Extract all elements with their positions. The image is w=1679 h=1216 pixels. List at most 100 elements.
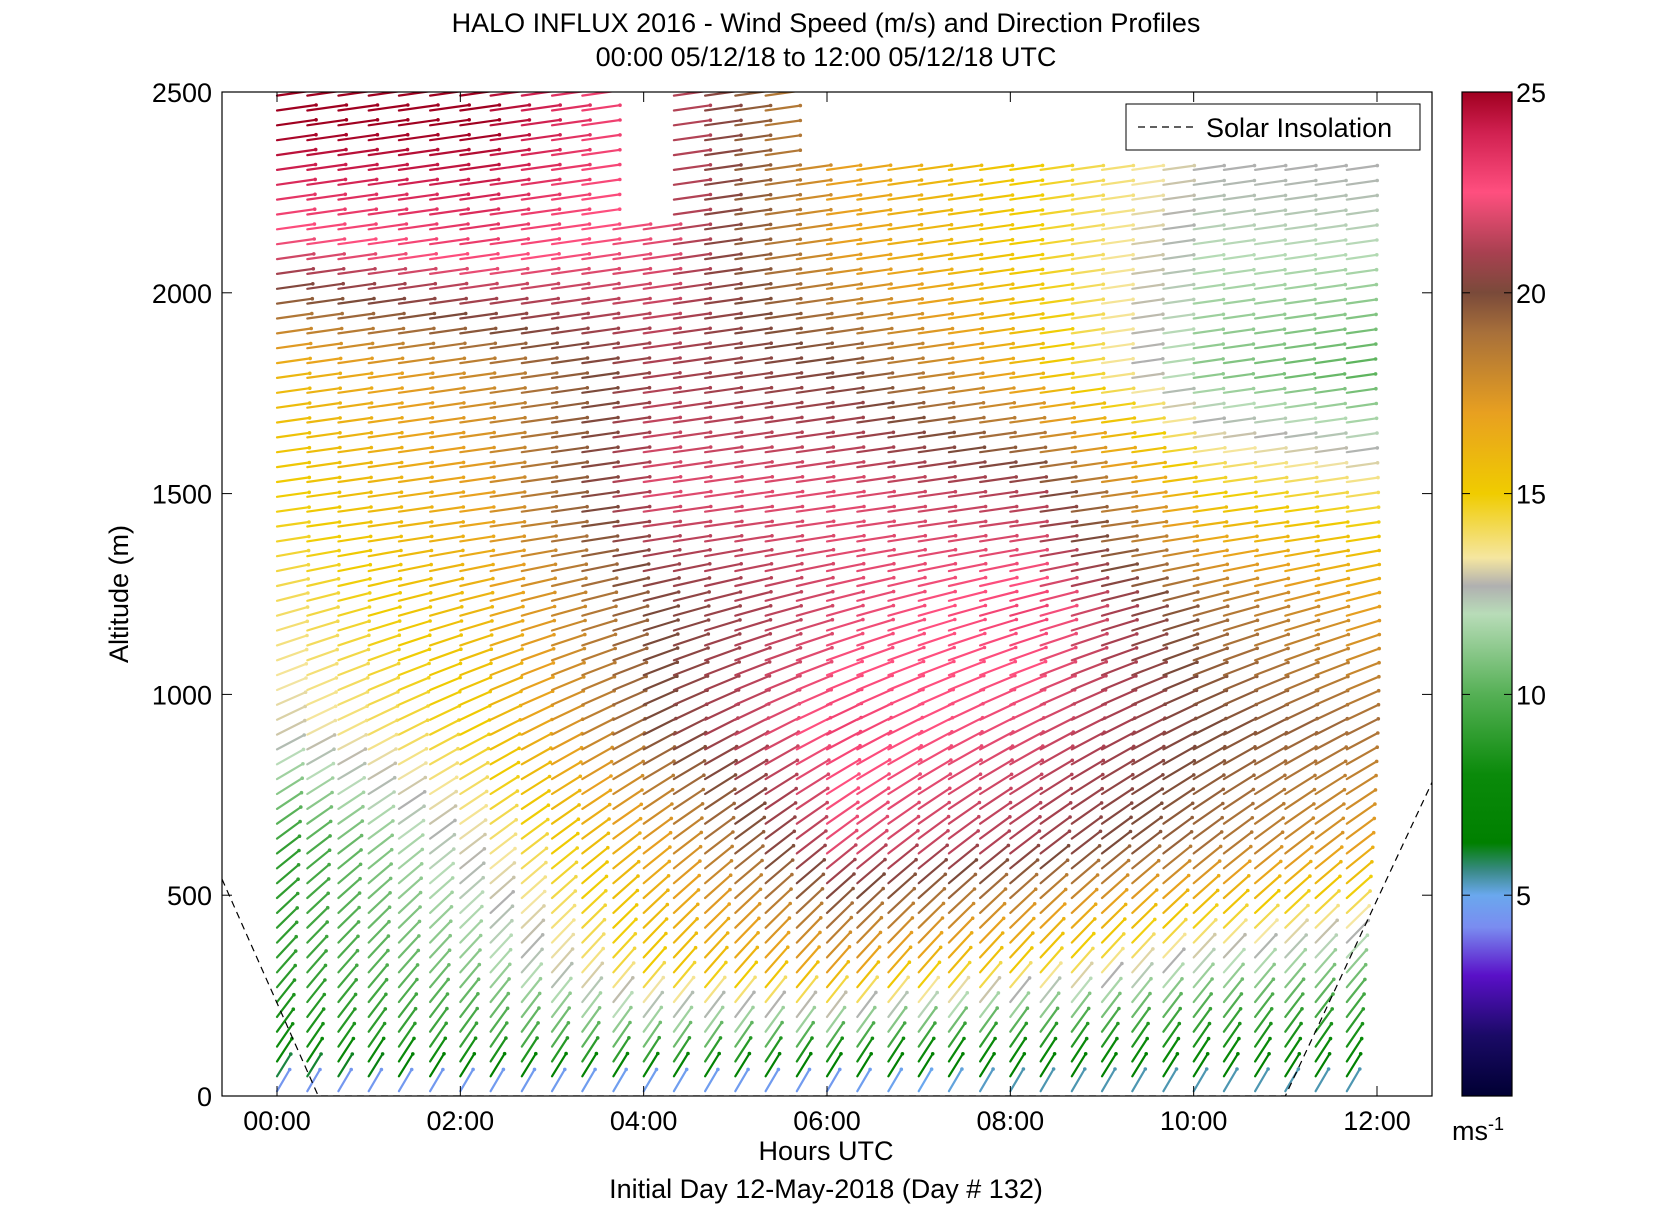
wind-vector-head bbox=[860, 659, 864, 664]
wind-vector-head bbox=[830, 617, 835, 622]
wind-vector-head bbox=[532, 1067, 537, 1072]
wind-vector-head bbox=[983, 475, 987, 479]
wind-vector-head bbox=[739, 356, 743, 360]
wind-vector-head bbox=[1074, 504, 1079, 509]
wind-vector bbox=[1131, 903, 1157, 929]
wind-vector bbox=[764, 357, 803, 365]
wind-vector bbox=[275, 387, 311, 394]
wind-vector-head bbox=[1221, 386, 1226, 391]
wind-vector-head bbox=[370, 341, 375, 346]
wind-vector-head bbox=[770, 548, 774, 552]
wind-vector bbox=[275, 491, 311, 498]
wind-vector-head bbox=[672, 759, 676, 763]
wind-vector-head bbox=[768, 207, 773, 212]
wind-vector-head bbox=[1269, 1007, 1274, 1011]
wind-vector bbox=[612, 327, 651, 335]
wind-vector bbox=[275, 163, 317, 171]
wind-vector-head bbox=[860, 645, 865, 650]
wind-vector-head bbox=[1040, 163, 1045, 168]
wind-vector-head bbox=[602, 917, 607, 922]
wind-vector bbox=[703, 1068, 720, 1093]
wind-vector-head bbox=[934, 1006, 938, 1010]
wind-vector-head bbox=[1282, 342, 1287, 346]
wind-vector bbox=[703, 1006, 724, 1033]
wind-vector-head bbox=[739, 341, 743, 346]
wind-vector-head bbox=[486, 761, 490, 765]
wind-vector-head bbox=[476, 992, 480, 996]
wind-vector bbox=[459, 591, 494, 602]
wind-vector bbox=[642, 1006, 663, 1033]
wind-vector bbox=[275, 446, 311, 454]
wind-vector-head bbox=[462, 386, 466, 390]
wind-vector-head bbox=[332, 733, 337, 737]
wind-vector bbox=[703, 446, 743, 454]
wind-vector-head bbox=[295, 891, 300, 896]
wind-vector-head bbox=[826, 772, 831, 776]
wind-vector bbox=[764, 193, 802, 201]
wind-vector-head bbox=[781, 1005, 785, 1010]
wind-vector bbox=[887, 460, 926, 469]
wind-vector bbox=[1131, 962, 1154, 989]
wind-vector bbox=[367, 357, 404, 365]
wind-vector bbox=[1253, 1067, 1270, 1093]
wind-vector bbox=[978, 386, 1016, 394]
wind-vector-head bbox=[308, 341, 313, 346]
wind-vector-head bbox=[608, 788, 613, 793]
wind-vector bbox=[978, 902, 1006, 929]
wind-vector-head bbox=[780, 1020, 784, 1025]
wind-vector bbox=[489, 605, 525, 617]
wind-vector-head bbox=[1011, 297, 1015, 301]
wind-vector bbox=[612, 874, 640, 900]
wind-vector bbox=[581, 591, 618, 602]
wind-vector bbox=[734, 119, 772, 127]
wind-vector-head bbox=[336, 619, 340, 623]
wind-vector-head bbox=[493, 356, 497, 361]
wind-vector bbox=[978, 342, 1015, 350]
wind-vector-head bbox=[768, 148, 773, 152]
wind-vector bbox=[917, 460, 956, 469]
wind-vector-head bbox=[313, 162, 318, 167]
wind-vector bbox=[1345, 298, 1378, 305]
wind-vector bbox=[275, 312, 313, 320]
wind-vector bbox=[856, 1006, 876, 1033]
wind-vector bbox=[337, 834, 363, 855]
wind-vector bbox=[612, 817, 642, 840]
wind-vector-head bbox=[1225, 618, 1230, 622]
wind-vector bbox=[367, 591, 402, 602]
wind-vector bbox=[764, 520, 804, 528]
wind-vector bbox=[612, 267, 652, 275]
wind-vector bbox=[581, 918, 606, 944]
wind-vector bbox=[367, 461, 403, 469]
wind-vector-head bbox=[696, 888, 701, 892]
wind-vector-head bbox=[405, 192, 409, 197]
wind-vector bbox=[397, 833, 424, 855]
wind-vector bbox=[734, 618, 772, 632]
wind-vector-head bbox=[688, 1020, 693, 1025]
wind-vector-head bbox=[1010, 758, 1014, 762]
wind-vector-head bbox=[1087, 991, 1092, 996]
wind-vector-head bbox=[708, 148, 713, 152]
wind-vector bbox=[1345, 506, 1380, 513]
wind-vector-head bbox=[583, 604, 588, 609]
wind-vector bbox=[397, 163, 439, 171]
wind-vector bbox=[306, 993, 326, 1019]
wind-vector-head bbox=[507, 977, 511, 981]
wind-vector-head bbox=[467, 132, 471, 137]
wind-vector-head bbox=[832, 504, 836, 509]
wind-vector-head bbox=[306, 562, 311, 567]
wind-vector bbox=[489, 690, 523, 706]
wind-vector bbox=[1100, 716, 1136, 736]
wind-vector-head bbox=[616, 415, 620, 420]
wind-vector-head bbox=[1164, 490, 1168, 494]
wind-vector-head bbox=[1337, 889, 1341, 893]
wind-vector bbox=[1253, 535, 1290, 543]
wind-vector-head bbox=[634, 903, 639, 907]
wind-vector bbox=[1345, 919, 1370, 944]
wind-vector bbox=[947, 576, 987, 588]
wind-vector bbox=[1039, 745, 1074, 766]
wind-vector-head bbox=[1255, 632, 1260, 637]
wind-vector-head bbox=[858, 178, 863, 182]
wind-vector bbox=[856, 787, 890, 811]
wind-vector bbox=[429, 357, 466, 365]
wind-vector-head bbox=[671, 773, 676, 778]
